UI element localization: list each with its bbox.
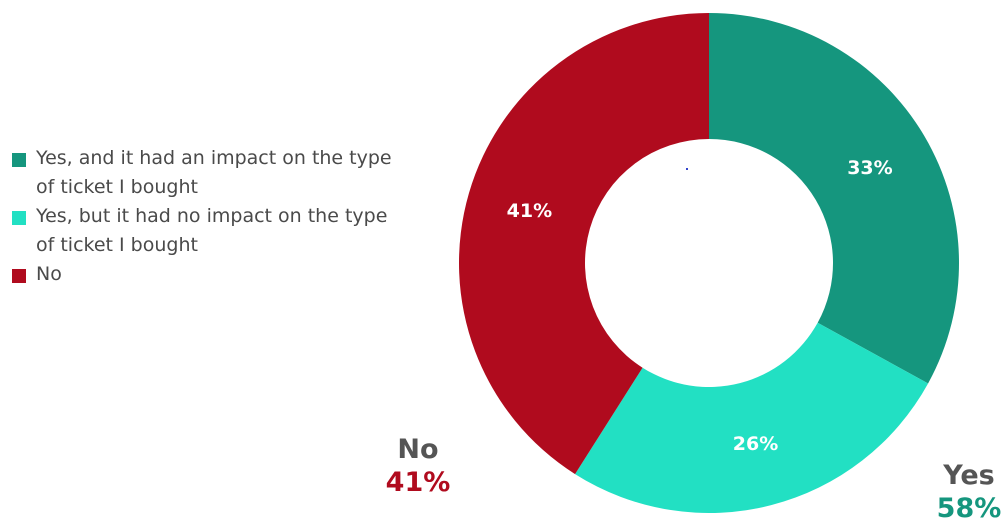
slice-value-label: 26% <box>733 433 778 455</box>
chart-legend: Yes, and it had an impact on the type of… <box>12 144 412 289</box>
callout-yes-value: 58% <box>936 493 1002 524</box>
center-dot <box>686 168 688 170</box>
donut-slice[interactable] <box>575 322 929 513</box>
legend-label: Yes, and it had an impact on the type of… <box>36 147 392 198</box>
legend-item[interactable]: Yes, and it had an impact on the type of… <box>12 144 412 202</box>
legend-swatch <box>12 269 26 283</box>
donut-slice[interactable] <box>459 13 709 475</box>
legend-swatch <box>12 211 26 225</box>
slice-value-label: 41% <box>507 200 552 222</box>
legend-item[interactable]: No <box>12 260 412 289</box>
callout-no: No 41% <box>368 436 468 496</box>
legend-label: No <box>36 263 62 285</box>
slice-value-label: 33% <box>847 157 892 179</box>
callout-no-title: No <box>397 434 439 465</box>
legend-item[interactable]: Yes, but it had no impact on the type of… <box>12 202 412 260</box>
callout-yes-title: Yes <box>943 460 995 491</box>
callout-no-value: 41% <box>385 467 451 498</box>
donut-slice[interactable] <box>709 13 959 384</box>
callout-yes: Yes 58% <box>924 462 1006 522</box>
legend-swatch <box>12 153 26 167</box>
legend-label: Yes, but it had no impact on the type of… <box>36 205 388 256</box>
